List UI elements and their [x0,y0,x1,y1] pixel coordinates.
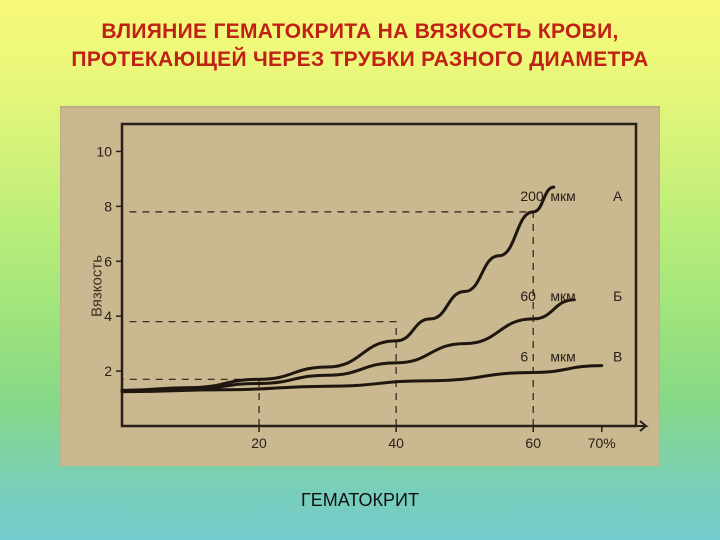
title-line-1: ВЛИЯНИЕ ГЕМАТОКРИТА НА ВЯЗКОСТЬ КРОВИ, [101,20,618,43]
svg-text:60: 60 [525,435,541,451]
svg-text:А: А [613,188,623,204]
svg-text:В: В [613,348,622,364]
svg-text:мкм: мкм [550,188,575,204]
svg-text:200: 200 [520,188,544,204]
title-line-2: ПРОТЕКАЮЩЕЙ ЧЕРЕЗ ТРУБКИ РАЗНОГО ДИАМЕТР… [71,48,648,71]
slide-title: ВЛИЯНИЕ ГЕМАТОКРИТА НА ВЯЗКОСТЬ КРОВИ, П… [0,18,720,75]
y-axis-label: Вязкость [89,255,106,317]
svg-text:40: 40 [388,435,404,451]
svg-text:мкм: мкм [550,288,575,304]
svg-text:20: 20 [251,435,267,451]
slide: { "title_line1": "ВЛИЯНИЕ ГЕМАТОКРИТА НА… [0,0,720,540]
svg-text:70%: 70% [588,435,616,451]
svg-text:60: 60 [520,288,536,304]
svg-text:10: 10 [96,143,112,159]
svg-text:2: 2 [104,363,112,379]
svg-text:Б: Б [613,288,622,304]
chart-panel: Вязкость 24681020406070%200мкмА60мкмБ6мк… [60,106,660,466]
svg-text:6: 6 [520,348,528,364]
line-chart: 24681020406070%200мкмА60мкмБ6мкмВ [60,106,660,466]
svg-text:8: 8 [104,198,112,214]
svg-text:мкм: мкм [550,348,575,364]
x-axis-caption: ГЕМАТОКРИТ [0,490,720,511]
